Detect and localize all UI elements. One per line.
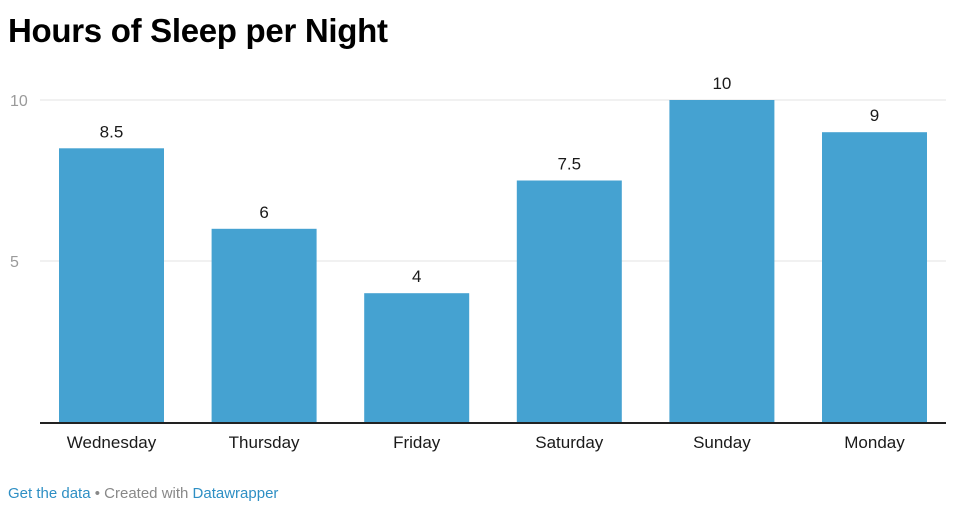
bar-saturday xyxy=(516,180,622,422)
grid-lines: 5 10 xyxy=(10,93,946,271)
bar-chart: 5 10 8.5 6 4 7.5 10 9 Wednesday Thursday Friday S… xyxy=(10,74,946,452)
created-with-text: Created with xyxy=(104,485,193,502)
bar-wednesday xyxy=(59,148,164,423)
value-label: 8.5 xyxy=(100,122,124,141)
bars xyxy=(59,100,927,423)
value-label: 9 xyxy=(870,106,879,125)
y-tick-label: 5 xyxy=(10,254,19,271)
chart-footer: Get the data • Created with Datawrapper xyxy=(8,485,278,502)
x-axis-labels: Wednesday Thursday Friday Saturday Sunday Mon… xyxy=(67,433,905,452)
x-tick-label: Wednesday xyxy=(67,433,157,452)
footer-separator: • xyxy=(90,485,105,502)
datawrapper-link[interactable]: Datawrapper xyxy=(192,485,279,502)
value-label: 10 xyxy=(712,74,731,93)
bar-thursday xyxy=(211,228,317,422)
bar-sunday xyxy=(669,100,775,422)
x-tick-label: Monday xyxy=(844,433,905,452)
x-tick-label: Thursday xyxy=(229,433,300,452)
get-the-data-link[interactable]: Get the data xyxy=(8,485,91,502)
x-tick-label: Friday xyxy=(393,433,441,452)
x-tick-label: Saturday xyxy=(535,433,604,452)
x-tick-label: Sunday xyxy=(693,433,751,452)
y-tick-label: 10 xyxy=(10,93,28,110)
bar-monday xyxy=(822,132,927,422)
value-label: 6 xyxy=(259,203,268,222)
chart-title: Hours of Sleep per Night xyxy=(8,12,388,49)
value-labels: 8.5 6 4 7.5 10 9 xyxy=(100,74,880,286)
bar-friday xyxy=(364,293,470,422)
value-label: 4 xyxy=(412,267,421,286)
value-label: 7.5 xyxy=(557,155,581,174)
